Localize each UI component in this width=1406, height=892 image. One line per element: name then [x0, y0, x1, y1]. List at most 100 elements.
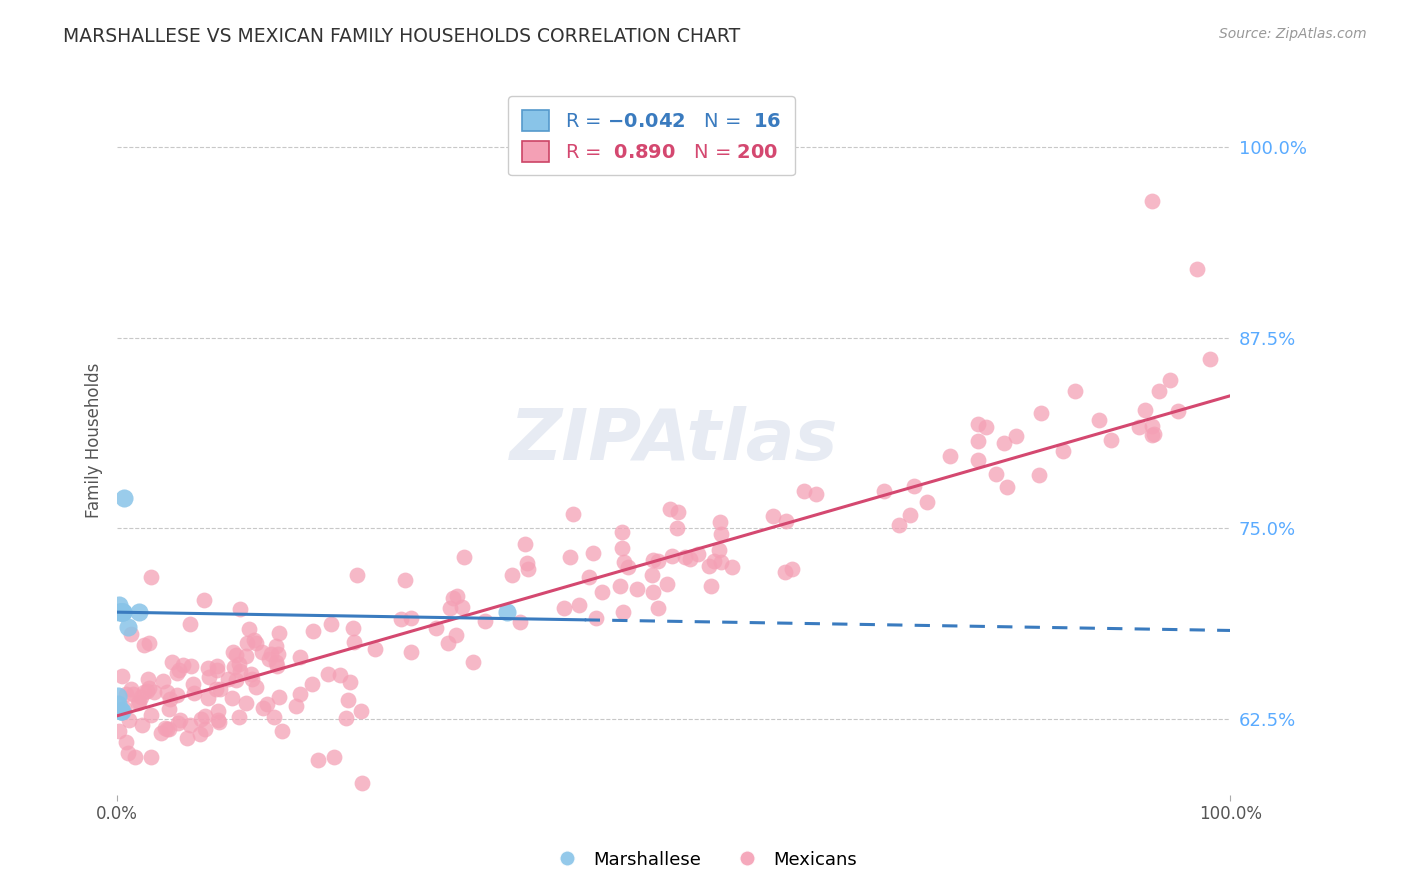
Point — [131, 690, 153, 705]
Point — [450, 600, 472, 615]
Point — [222, 645, 245, 659]
Point — [641, 585, 664, 599]
Point — [1185, 262, 1208, 277]
Point — [172, 657, 194, 672]
Point — [120, 627, 142, 641]
Point — [111, 704, 134, 718]
Point — [658, 501, 681, 516]
Point — [1198, 351, 1220, 366]
Point — [612, 605, 634, 619]
Point — [228, 657, 250, 671]
Point — [342, 621, 364, 635]
Point — [110, 605, 132, 619]
Point — [131, 718, 153, 732]
Point — [197, 690, 219, 705]
Point — [222, 659, 245, 673]
Point — [335, 711, 357, 725]
Point — [225, 673, 247, 687]
Point — [1088, 412, 1111, 426]
Point — [655, 577, 678, 591]
Point — [516, 557, 538, 571]
Point — [1143, 426, 1166, 441]
Point — [793, 483, 815, 498]
Point — [166, 666, 188, 681]
Point — [346, 568, 368, 582]
Point — [336, 693, 359, 707]
Point — [780, 562, 803, 576]
Point — [553, 601, 575, 615]
Point — [252, 701, 274, 715]
Point — [453, 549, 475, 564]
Point — [643, 553, 665, 567]
Point — [141, 707, 163, 722]
Point — [207, 663, 229, 677]
Point — [205, 659, 228, 673]
Point — [984, 467, 1007, 481]
Point — [235, 648, 257, 663]
Point — [120, 682, 142, 697]
Point — [142, 684, 165, 698]
Point — [139, 570, 162, 584]
Point — [1052, 443, 1074, 458]
Point — [108, 598, 131, 612]
Point — [665, 521, 688, 535]
Point — [898, 508, 921, 523]
Point — [141, 750, 163, 764]
Point — [709, 515, 731, 529]
Point — [316, 667, 339, 681]
Text: ZIPAtlas: ZIPAtlas — [509, 406, 838, 475]
Point — [122, 687, 145, 701]
Point — [613, 555, 636, 569]
Point — [461, 655, 484, 669]
Point — [152, 673, 174, 688]
Point — [167, 663, 190, 677]
Point — [117, 746, 139, 760]
Point — [915, 495, 938, 509]
Point — [194, 708, 217, 723]
Point — [474, 614, 496, 628]
Point — [242, 673, 264, 687]
Point — [339, 674, 361, 689]
Point — [111, 605, 134, 619]
Point — [183, 676, 205, 690]
Point — [138, 681, 160, 695]
Point — [111, 605, 134, 619]
Legend: Marshallese, Mexicans: Marshallese, Mexicans — [541, 844, 865, 876]
Point — [150, 726, 173, 740]
Point — [1159, 374, 1181, 388]
Point — [118, 713, 141, 727]
Point — [263, 710, 285, 724]
Point — [285, 698, 308, 713]
Point — [134, 685, 156, 699]
Point — [700, 579, 723, 593]
Point — [208, 681, 231, 696]
Point — [501, 568, 523, 582]
Point — [302, 624, 325, 638]
Point — [516, 562, 538, 576]
Point — [242, 633, 264, 648]
Point — [425, 621, 447, 635]
Point — [236, 636, 259, 650]
Point — [721, 559, 744, 574]
Text: Source: ZipAtlas.com: Source: ZipAtlas.com — [1219, 27, 1367, 41]
Point — [887, 517, 910, 532]
Point — [773, 566, 796, 580]
Point — [515, 537, 537, 551]
Point — [444, 627, 467, 641]
Point — [157, 723, 180, 737]
Point — [301, 676, 323, 690]
Point — [288, 649, 311, 664]
Point — [128, 696, 150, 710]
Point — [111, 605, 134, 619]
Point — [264, 640, 287, 654]
Point — [238, 623, 260, 637]
Point — [267, 647, 290, 661]
Point — [179, 717, 201, 731]
Point — [307, 753, 329, 767]
Point — [806, 486, 828, 500]
Point — [578, 570, 600, 584]
Point — [107, 689, 129, 703]
Point — [162, 655, 184, 669]
Point — [207, 713, 229, 727]
Point — [156, 685, 179, 699]
